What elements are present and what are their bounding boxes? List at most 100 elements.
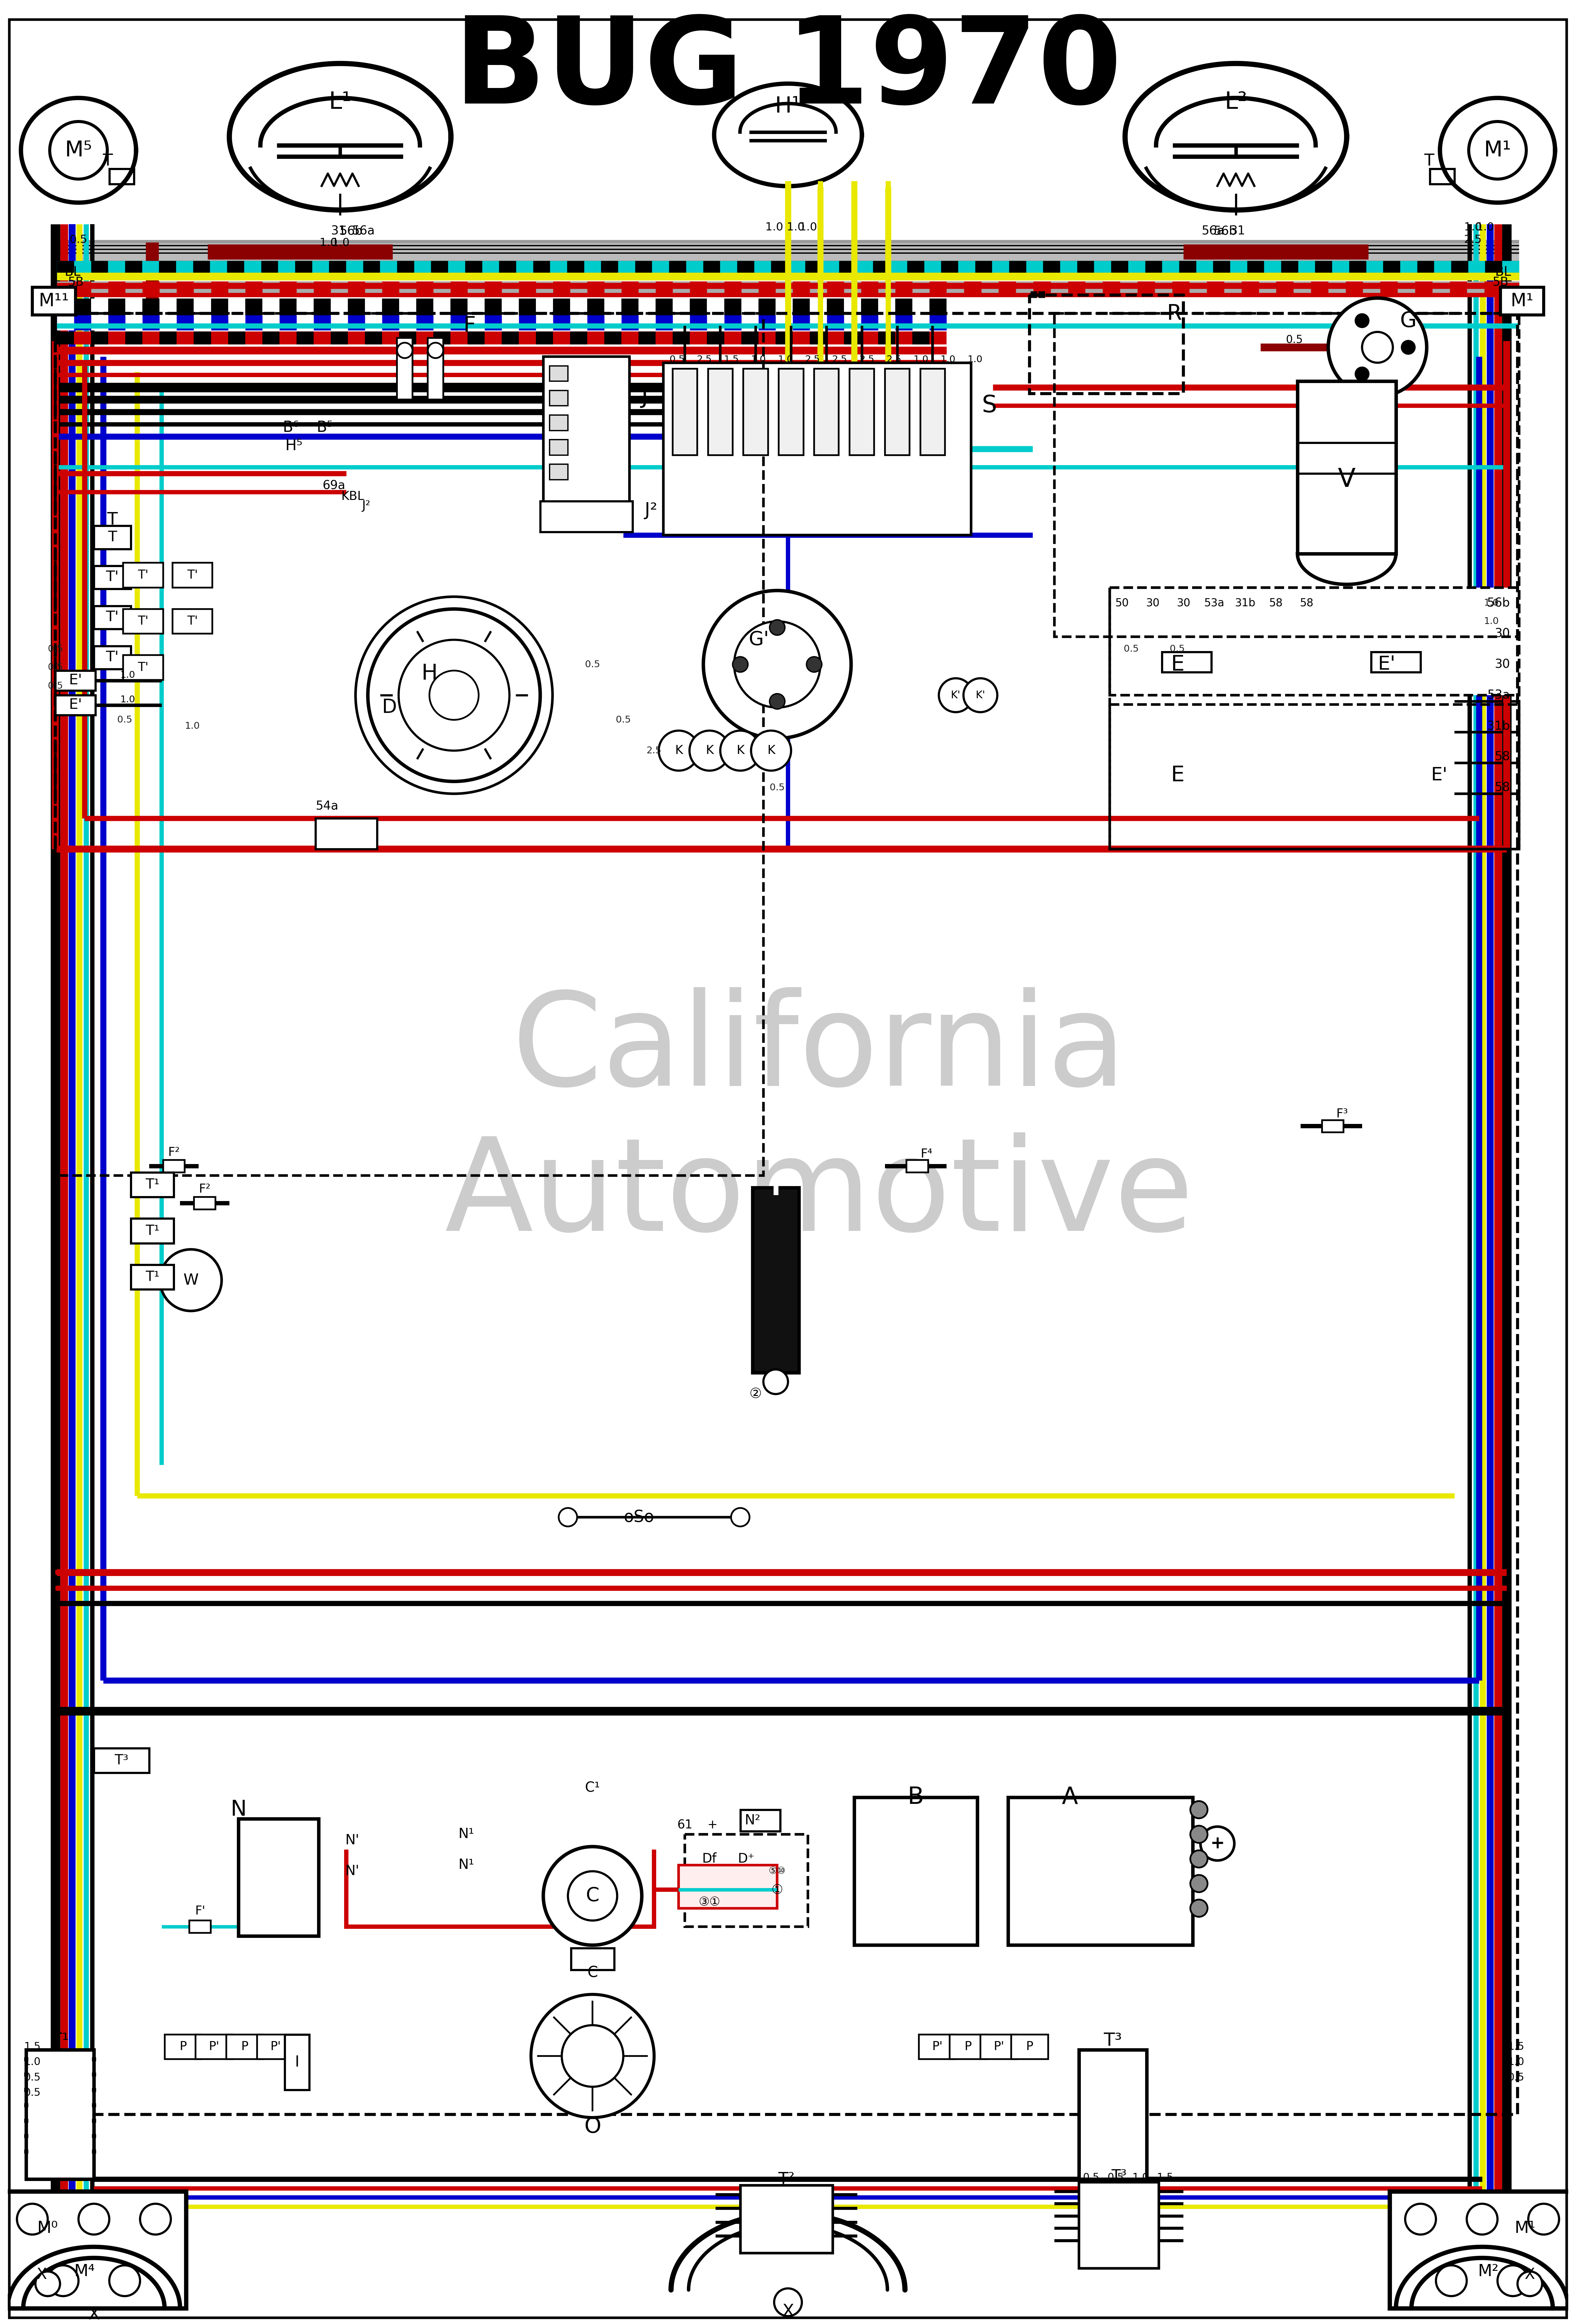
Text: 31: 31: [331, 225, 347, 237]
Bar: [238, 1820, 318, 1936]
Polygon shape: [1440, 98, 1556, 202]
Circle shape: [47, 2266, 79, 2296]
Text: B⁵: B⁵: [317, 421, 333, 435]
Bar: [544, 356, 629, 504]
Text: N²: N²: [745, 1813, 761, 1827]
Bar: [131, 1264, 173, 1290]
Text: E: E: [1171, 765, 1184, 786]
Text: 0.5: 0.5: [616, 716, 630, 725]
Bar: [849, 370, 875, 456]
Text: 53a: 53a: [1204, 597, 1225, 609]
Text: 56a: 56a: [1201, 225, 1225, 237]
Bar: [950, 2034, 987, 2059]
Text: 53a: 53a: [1488, 690, 1510, 702]
Bar: [1054, 314, 1519, 637]
Text: ⑤⑩: ⑤⑩: [769, 1866, 786, 1875]
Text: M⁴: M⁴: [74, 2264, 95, 2280]
Bar: [679, 1866, 777, 1908]
Text: R: R: [1166, 302, 1182, 323]
Text: M²: M²: [1478, 2264, 1499, 2280]
Text: ③①: ③①: [698, 1896, 720, 1908]
Bar: [1012, 2034, 1048, 2059]
Text: 56b: 56b: [1486, 597, 1510, 609]
Text: 1.0: 1.0: [120, 672, 136, 679]
Text: T¹: T¹: [145, 1271, 159, 1283]
Text: G': G': [749, 630, 769, 648]
Bar: [172, 609, 213, 634]
Text: T': T': [137, 662, 148, 674]
Circle shape: [1355, 314, 1370, 328]
Text: 2.5: 2.5: [646, 746, 662, 755]
Circle shape: [1190, 1850, 1207, 1868]
Text: T: T: [102, 153, 113, 170]
Bar: [189, 1920, 211, 1934]
Bar: [1080, 2182, 1158, 2268]
Text: 30: 30: [1494, 627, 1510, 639]
Bar: [550, 390, 567, 407]
Circle shape: [752, 730, 791, 772]
Text: 1.0: 1.0: [750, 356, 766, 365]
Text: 61: 61: [678, 1820, 692, 1831]
Text: J²: J²: [645, 502, 657, 518]
Text: 0.5: 0.5: [69, 235, 87, 244]
Text: C¹: C¹: [585, 1783, 600, 1794]
Text: X: X: [88, 2305, 99, 2324]
Circle shape: [763, 1369, 788, 1394]
Bar: [164, 1160, 184, 1171]
Text: W: W: [183, 1274, 199, 1287]
Text: 1.0: 1.0: [968, 356, 983, 365]
Bar: [906, 1160, 928, 1171]
Bar: [131, 1171, 173, 1197]
Text: California
Automotive: California Automotive: [444, 988, 1193, 1257]
Text: 50: 50: [1116, 597, 1128, 609]
Circle shape: [399, 639, 509, 751]
Text: F³: F³: [1336, 1109, 1347, 1120]
Text: F': F': [195, 1906, 205, 1917]
Circle shape: [429, 672, 479, 720]
Circle shape: [79, 2203, 109, 2236]
Text: B: B: [908, 1785, 924, 1808]
Text: 0.5: 0.5: [1286, 335, 1303, 344]
Bar: [397, 337, 413, 400]
Text: J: J: [641, 386, 648, 409]
Text: L²: L²: [1225, 91, 1247, 114]
Text: 1.0: 1.0: [1132, 2173, 1149, 2182]
Bar: [131, 1218, 173, 1243]
Bar: [427, 337, 443, 400]
Text: 0.5: 0.5: [1083, 2173, 1100, 2182]
Text: M⁰: M⁰: [38, 2219, 58, 2236]
Bar: [571, 1948, 615, 1971]
Text: T: T: [107, 511, 118, 528]
Text: C: C: [588, 1966, 597, 1980]
Bar: [1390, 2192, 1574, 2308]
Text: E': E': [1431, 767, 1447, 783]
Text: 1.5: 1.5: [1508, 2040, 1524, 2052]
Bar: [741, 2185, 832, 2252]
Text: 0.5: 0.5: [769, 783, 785, 792]
Text: KBL: KBL: [340, 490, 364, 502]
Text: V: V: [1338, 467, 1355, 493]
Text: X: X: [36, 2268, 47, 2282]
Text: N¹: N¹: [459, 1827, 474, 1841]
Circle shape: [1469, 121, 1526, 179]
Polygon shape: [1125, 63, 1346, 209]
Text: N': N': [345, 1834, 359, 1848]
Polygon shape: [714, 84, 862, 186]
Text: O: O: [585, 2117, 600, 2138]
Text: 1.0: 1.0: [914, 356, 928, 365]
Bar: [123, 562, 164, 588]
Text: 0.5: 0.5: [47, 662, 63, 672]
Text: T³: T³: [115, 1755, 129, 1766]
Text: M¹: M¹: [1511, 293, 1533, 309]
Text: C: C: [586, 1887, 599, 1906]
Text: P: P: [180, 2040, 188, 2052]
Text: H: H: [421, 662, 438, 683]
Text: M¹: M¹: [1515, 2219, 1535, 2236]
Text: BL: BL: [65, 265, 80, 279]
Bar: [257, 2034, 295, 2059]
Text: G: G: [1399, 311, 1417, 332]
Text: ■■: ■■: [1029, 290, 1046, 300]
Text: M¹: M¹: [1485, 139, 1511, 160]
Bar: [919, 2034, 955, 2059]
Text: P': P': [269, 2040, 281, 2052]
